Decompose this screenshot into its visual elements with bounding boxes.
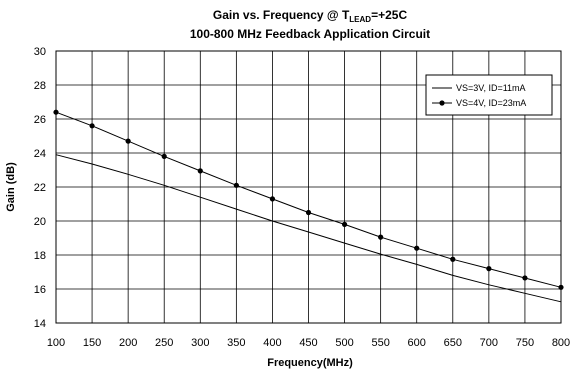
series-2-point	[89, 123, 95, 129]
y-tick-label: 24	[34, 148, 46, 160]
legend-entry-label: VS=4V, ID=23mA	[456, 98, 526, 108]
y-axis: 14 16 18 20 22 24 26 28 30	[34, 46, 46, 330]
series-1	[55, 154, 562, 303]
y-tick-label: 16	[34, 284, 46, 296]
series-group	[53, 109, 564, 303]
series-2-point	[53, 109, 59, 115]
x-tick-label: 150	[83, 337, 101, 349]
x-tick-label: 550	[371, 337, 389, 349]
x-tick-label: 500	[335, 337, 353, 349]
legend-box	[425, 74, 553, 116]
plot-area-frame	[55, 50, 562, 324]
series-2-point	[450, 256, 456, 262]
x-tick-label: 400	[263, 337, 281, 349]
series-2-point	[522, 275, 528, 281]
x-tick-label: 450	[299, 337, 317, 349]
series-2-point	[197, 168, 203, 174]
legend: VS=3V, ID=11mA VS=4V, ID=23mA	[425, 74, 553, 116]
series-2-point	[161, 153, 167, 159]
y-tick-label: 26	[34, 114, 46, 126]
y-tick-label: 30	[34, 46, 46, 58]
series-2-point	[125, 138, 131, 144]
x-tick-label: 800	[552, 337, 570, 349]
series-2-point	[414, 245, 420, 251]
series-2-point	[269, 196, 276, 202]
x-axis: 100 150 200 250 300 350 400 450 500 550 600 650 700 7…	[47, 337, 570, 349]
series-1-line	[55, 154, 562, 303]
x-tick-label: 600	[408, 337, 426, 349]
series-2-point	[558, 284, 564, 290]
x-tick-label: 700	[480, 337, 498, 349]
x-tick-label: 300	[191, 337, 209, 349]
series-2	[53, 109, 564, 290]
legend-swatch-marker	[439, 100, 445, 106]
chart-title: Gain vs. Frequency @ TLEAD=+25C	[213, 8, 408, 24]
series-2-point	[486, 266, 492, 272]
y-tick-label: 22	[34, 182, 46, 194]
series-2-point	[341, 221, 348, 227]
series-2-point	[305, 209, 312, 216]
x-tick-label: 100	[47, 337, 65, 349]
y-axis-label: Gain (dB)	[5, 162, 17, 212]
x-axis-label: Frequency(MHz)	[267, 357, 353, 369]
y-tick-label: 28	[34, 80, 46, 92]
x-tick-label: 750	[516, 337, 534, 349]
y-tick-label: 14	[34, 318, 46, 330]
y-tick-label: 18	[34, 250, 46, 262]
series-2-point	[378, 234, 384, 240]
x-tick-label: 250	[155, 337, 173, 349]
x-tick-label: 350	[227, 337, 245, 349]
x-tick-label: 200	[119, 337, 137, 349]
chart-subtitle: 100-800 MHz Feedback Application Circuit	[190, 27, 430, 41]
y-tick-label: 20	[34, 216, 46, 228]
x-tick-label: 650	[444, 337, 462, 349]
legend-entry-label: VS=3V, ID=11mA	[456, 83, 526, 93]
series-2-point	[233, 182, 239, 188]
